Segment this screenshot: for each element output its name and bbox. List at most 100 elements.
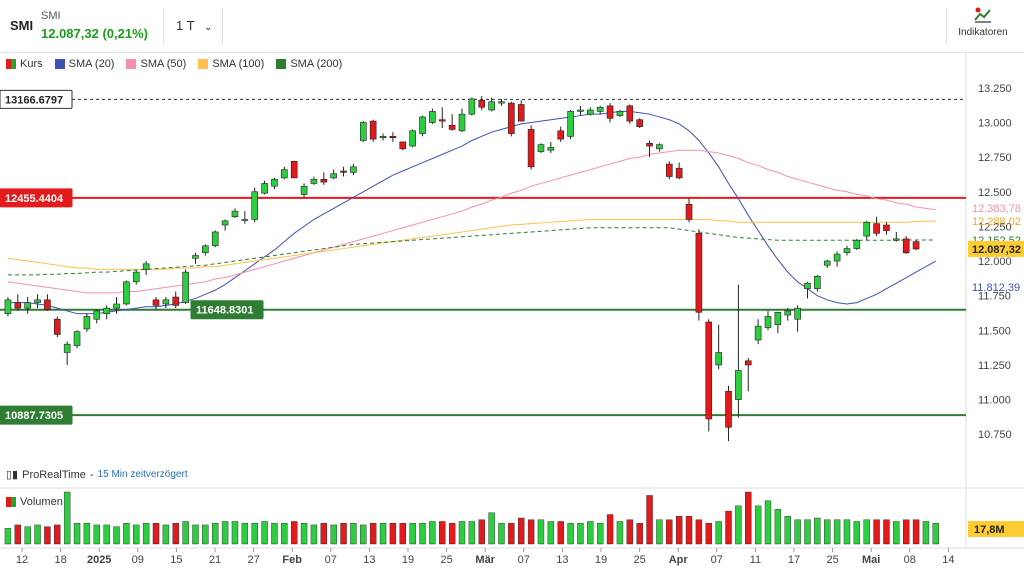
- legend-label: Kurs: [20, 58, 43, 70]
- volume-bar: [715, 521, 722, 545]
- candle: [73, 331, 81, 346]
- legend-item[interactable]: Kurs: [6, 58, 43, 70]
- legend-swatch: [6, 59, 16, 69]
- candle: [715, 352, 722, 366]
- volume-bar: [883, 519, 890, 545]
- volume-bar: [340, 523, 347, 545]
- volume-bar: [725, 510, 732, 545]
- candle: [587, 109, 594, 115]
- legend-item[interactable]: SMA (200): [276, 58, 342, 70]
- legend-item[interactable]: SMA (50): [126, 58, 186, 70]
- volume-bar: [192, 524, 199, 545]
- candle: [893, 238, 900, 241]
- volume-bar: [567, 523, 574, 545]
- candle: [468, 98, 476, 115]
- volume-bar: [912, 519, 920, 545]
- candle: [330, 173, 337, 179]
- symbol-name: SMI: [41, 10, 61, 22]
- candle: [656, 144, 663, 150]
- volume-bar: [389, 523, 397, 545]
- volume-bar: [4, 528, 12, 545]
- volume-bar: [63, 491, 71, 545]
- volume-bar: [44, 526, 51, 545]
- x-tick-label: 18: [54, 554, 66, 566]
- legend-swatch: [276, 59, 287, 69]
- volume-bar: [764, 500, 772, 545]
- candle: [685, 203, 693, 220]
- candle: [577, 109, 584, 112]
- price-label: 12.087,32: [972, 244, 1021, 256]
- x-tick-label: 07: [325, 554, 337, 566]
- candle: [399, 141, 407, 150]
- volume-bar: [666, 519, 673, 545]
- candle: [271, 178, 278, 187]
- data-source: ▯▮ ProRealTime - 15 Min zeitverzögert: [6, 468, 188, 482]
- indicators-label: Indikatoren: [958, 27, 1008, 38]
- x-tick-label: 07: [711, 554, 723, 566]
- level-label: 11648.8301: [196, 305, 254, 317]
- y-tick-label: 11.000: [978, 395, 1011, 407]
- y-tick-label: 12.000: [978, 256, 1012, 268]
- candle: [389, 136, 397, 139]
- candle: [458, 113, 466, 132]
- x-tick-label: 25: [440, 554, 452, 566]
- volume-bar: [685, 516, 693, 545]
- x-tick-label: 19: [402, 554, 414, 566]
- volume-bar: [419, 523, 426, 545]
- candle: [557, 130, 565, 140]
- volume-bar: [488, 512, 495, 545]
- divider: [946, 8, 947, 44]
- candle: [192, 255, 199, 259]
- legend-swatch: [126, 59, 137, 69]
- y-tick-label: 11.500: [978, 325, 1011, 337]
- price-label: 12.383,78: [972, 203, 1021, 215]
- volume-bar: [369, 523, 377, 545]
- volume-bar: [458, 521, 466, 545]
- divider: [222, 8, 223, 44]
- candle: [794, 307, 801, 320]
- x-tick-label: Mär: [475, 554, 495, 566]
- volume-bar: [557, 521, 564, 545]
- y-tick-label: 11.750: [978, 291, 1011, 303]
- volume-bar: [735, 505, 742, 545]
- x-tick-label: Mai: [862, 554, 880, 566]
- candle: [24, 302, 31, 309]
- volume-bar: [527, 519, 535, 545]
- volume-bar: [893, 521, 900, 545]
- volume-bar: [142, 523, 150, 545]
- candle: [202, 245, 209, 254]
- volume-bar: [54, 524, 61, 545]
- volume-bar: [843, 519, 851, 545]
- price-label-box: [968, 240, 1024, 257]
- x-tick-label: 15: [170, 554, 182, 566]
- volume-bar: [34, 524, 41, 545]
- volume-bar: [439, 521, 446, 545]
- legend-item[interactable]: SMA (100): [198, 58, 264, 70]
- legend-item[interactable]: SMA (20): [54, 58, 114, 70]
- indicators-button[interactable]: Indikatoren: [950, 6, 1016, 38]
- volume-bar: [606, 514, 614, 545]
- candle: [369, 120, 377, 140]
- candle: [429, 111, 436, 123]
- volume-bar: [794, 519, 801, 545]
- volume-bar: [360, 524, 367, 545]
- candle: [113, 303, 120, 309]
- volume-bar: [172, 523, 179, 545]
- volume-bar: [379, 523, 387, 545]
- legend-label: SMA (100): [212, 58, 265, 70]
- candle: [695, 233, 703, 313]
- candle: [527, 129, 535, 168]
- candle: [814, 275, 821, 290]
- period-select[interactable]: 1 T ⌄: [176, 18, 212, 33]
- volume-swatch-icon: [6, 497, 16, 507]
- volume-bar: [547, 521, 555, 545]
- volume-bar: [853, 521, 861, 545]
- candle: [123, 281, 130, 305]
- volume-bar: [824, 519, 831, 545]
- volume-bar: [152, 523, 160, 545]
- volume-bar: [133, 524, 140, 545]
- delay-note: 15 Min zeitverzögert: [97, 469, 188, 480]
- price-change: 12.087,32 (0,21%): [41, 26, 148, 41]
- volume-bar: [182, 521, 189, 545]
